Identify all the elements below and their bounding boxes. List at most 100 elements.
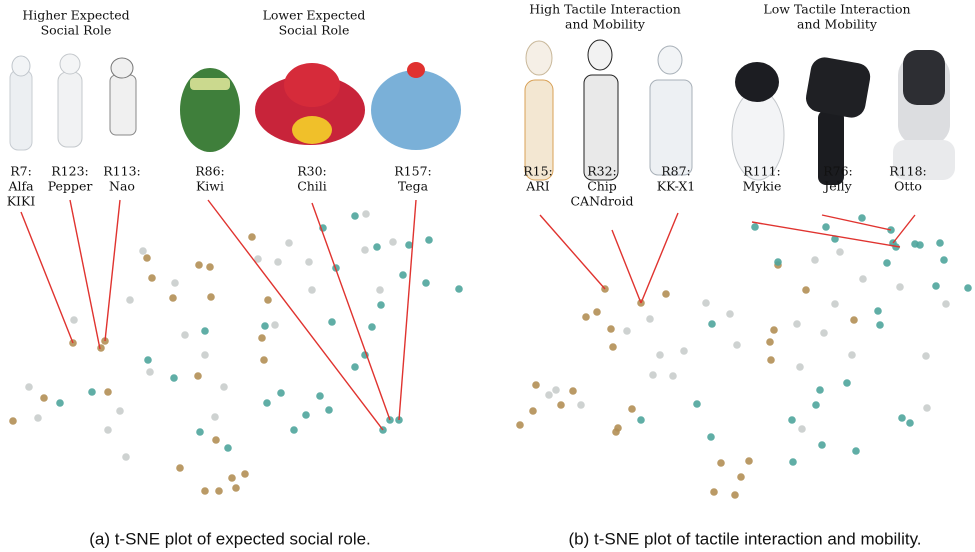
data-point [649, 371, 657, 379]
group-label: Social Role [279, 23, 350, 38]
data-point [264, 296, 272, 304]
data-point [143, 254, 151, 262]
data-point [582, 313, 590, 321]
group-label: Low Tactile Interaction [763, 2, 910, 17]
data-point [181, 331, 189, 339]
robot-label: Chip [587, 179, 617, 194]
data-point [859, 275, 867, 283]
data-point [811, 256, 819, 264]
data-point [593, 308, 601, 316]
data-point [302, 411, 310, 419]
leader-line [893, 215, 915, 243]
data-point [104, 388, 112, 396]
data-point [56, 399, 64, 407]
data-point [693, 400, 701, 408]
data-point [305, 258, 313, 266]
data-point [733, 341, 741, 349]
data-point [212, 436, 220, 444]
leader-line [105, 200, 120, 341]
data-point [70, 316, 78, 324]
data-point [351, 212, 359, 220]
robot-label: R157: [394, 164, 431, 179]
data-point [545, 391, 553, 399]
group-label: and Mobility [797, 17, 878, 32]
leader-line [612, 230, 641, 303]
data-point [789, 458, 797, 466]
data-point [170, 374, 178, 382]
data-point [169, 294, 177, 302]
group-label: Social Role [41, 23, 112, 38]
data-point [637, 416, 645, 424]
data-point [936, 239, 944, 247]
robot-images [10, 40, 955, 185]
page: Higher ExpectedSocial RoleLower Expected… [0, 0, 975, 552]
robot-label: KIKI [7, 194, 36, 209]
data-point [529, 407, 537, 415]
robot-label: CANdroid [570, 194, 633, 209]
robot-label: ARI [525, 179, 549, 194]
robot-label: R7: [10, 164, 32, 179]
data-point [848, 351, 856, 359]
data-point [726, 310, 734, 318]
data-point [215, 487, 223, 495]
data-point [607, 325, 615, 333]
data-point [731, 491, 739, 499]
robot-label: R15: [523, 164, 553, 179]
data-point [896, 283, 904, 291]
data-point [171, 279, 179, 287]
data-point [260, 356, 268, 364]
data-point [932, 282, 940, 290]
data-point [802, 286, 810, 294]
data-point [798, 425, 806, 433]
data-point [34, 414, 42, 422]
data-point [793, 320, 801, 328]
data-point [816, 386, 824, 394]
data-point [883, 259, 891, 267]
data-point [612, 428, 620, 436]
robot-label: R76: [823, 164, 853, 179]
robot-label: Chili [297, 179, 327, 194]
data-point [923, 404, 931, 412]
data-point [737, 473, 745, 481]
data-point [261, 322, 269, 330]
data-point [88, 388, 96, 396]
robot-label: R118: [889, 164, 926, 179]
data-point [646, 315, 654, 323]
data-point [680, 347, 688, 355]
robot-label: Pepper [48, 179, 93, 194]
data-point [40, 394, 48, 402]
data-point [126, 296, 134, 304]
data-point [122, 453, 130, 461]
robot-label: R123: [51, 164, 88, 179]
data-point [964, 284, 972, 292]
data-point [422, 279, 430, 287]
data-point [820, 329, 828, 337]
data-point [232, 484, 240, 492]
leader-line [208, 200, 383, 430]
data-point [609, 343, 617, 351]
robot-label: Kiwi [196, 179, 224, 194]
data-point [361, 246, 369, 254]
data-point [97, 344, 105, 352]
data-point [552, 386, 560, 394]
group-label: Lower Expected [263, 8, 366, 23]
data-point [116, 407, 124, 415]
robot-label: Tega [398, 179, 429, 194]
data-point [399, 271, 407, 279]
figure: Higher ExpectedSocial RoleLower Expected… [0, 0, 975, 552]
data-point [898, 414, 906, 422]
robot-label: KK-X1 [657, 179, 695, 194]
data-point [850, 316, 858, 324]
data-point [707, 433, 715, 441]
robot-label: Alfa [7, 179, 34, 194]
group-label: Higher Expected [22, 8, 129, 23]
data-point [796, 363, 804, 371]
data-point [831, 300, 839, 308]
data-point [623, 327, 631, 335]
data-point [146, 368, 154, 376]
data-point [328, 318, 336, 326]
data-point [196, 428, 204, 436]
data-point [751, 223, 759, 231]
data-point [922, 352, 930, 360]
data-point [285, 239, 293, 247]
